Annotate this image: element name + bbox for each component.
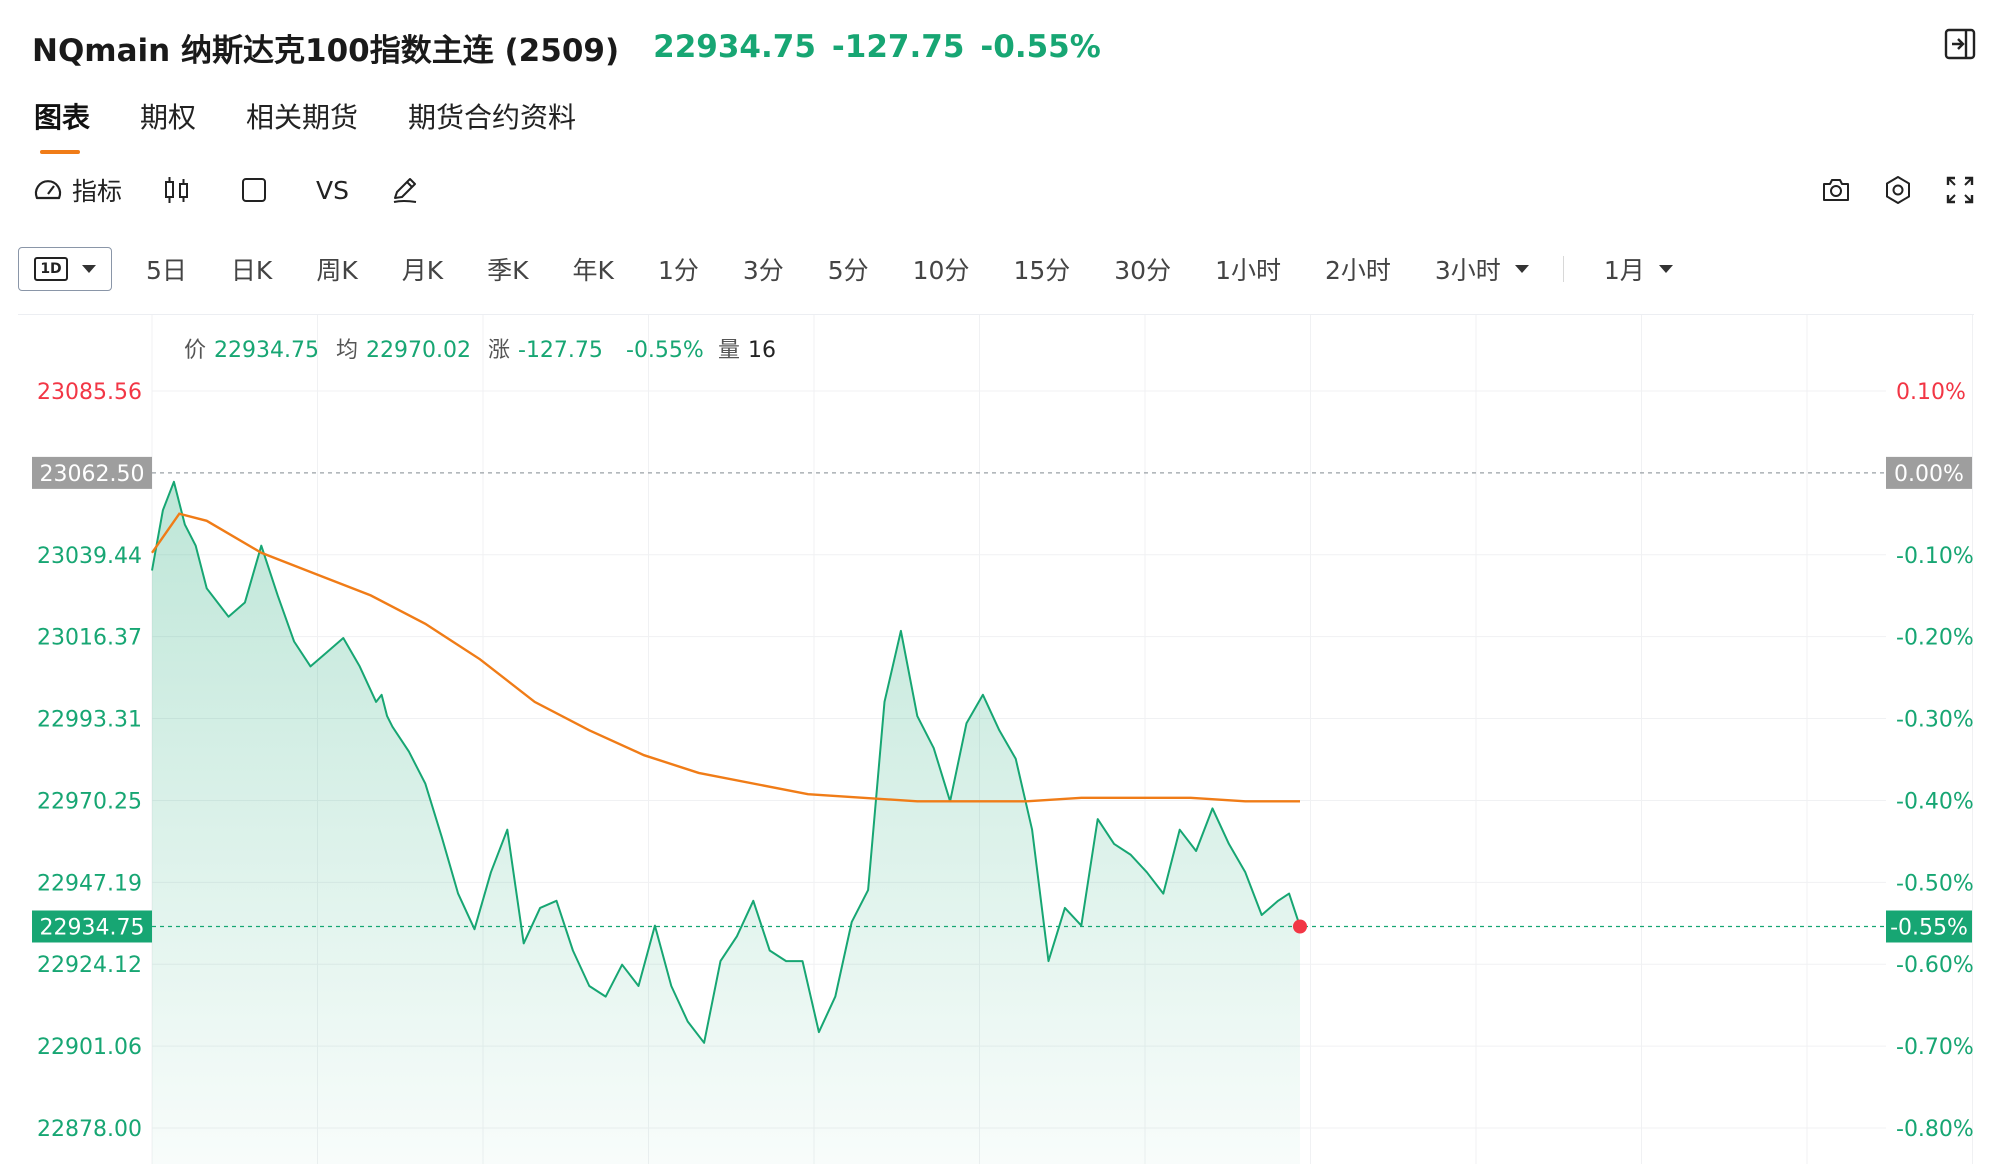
settings-button[interactable] xyxy=(1882,174,1914,206)
last-price-label-left: 22934.75 xyxy=(40,915,145,940)
header: NQmain 纳斯达克100指数主连 (2509) 22934.75 -127.… xyxy=(32,22,1101,72)
interval-3hour-label: 3小时 xyxy=(1434,256,1501,285)
header-change: -127.75 xyxy=(831,29,965,65)
interval-3min[interactable]: 3分 xyxy=(742,256,784,285)
draw-button[interactable] xyxy=(389,174,429,206)
indicator-label: 指标 xyxy=(72,177,123,206)
info-avg-value: 22970.02 xyxy=(366,338,471,363)
interval-week[interactable]: 周K xyxy=(316,256,358,285)
chart-area[interactable]: 23085.56 0.10% 23039.44 -0.10% 23016.37 -0.20… xyxy=(0,315,2004,1164)
y-tick-label-left: 22924.12 xyxy=(37,953,142,978)
interval-30min[interactable]: 30分 xyxy=(1114,256,1172,285)
interval-day[interactable]: 日K xyxy=(230,256,273,285)
gauge-icon xyxy=(34,180,62,200)
y-tick-label-left: 22970.25 xyxy=(37,789,142,814)
y-tick-label-right: -0.80% xyxy=(1896,1117,1974,1142)
y-tick-label-right: 0.10% xyxy=(1896,380,1966,405)
square-icon xyxy=(242,178,267,202)
interval-15min[interactable]: 15分 xyxy=(1013,256,1071,285)
chart-type-button[interactable] xyxy=(162,174,200,206)
y-tick-label-right: -0.20% xyxy=(1896,626,1974,651)
tab-contract-info[interactable]: 期货合约资料 xyxy=(408,101,577,134)
info-volume-value: 16 xyxy=(748,338,776,363)
instrument-title: NQmain 纳斯达克100指数主连 (2509) xyxy=(32,32,620,69)
y-tick-label-left: 22901.06 xyxy=(37,1035,142,1060)
chart-tools-right xyxy=(1790,168,1976,212)
y-tick-label-left: 22993.31 xyxy=(37,708,142,733)
tab-bar: 图表 期权 相关期货 期货合约资料 xyxy=(34,96,626,154)
info-price-value: 22934.75 xyxy=(214,338,319,363)
period-selected: 1D xyxy=(34,257,68,281)
compare-button[interactable]: VS xyxy=(316,175,349,205)
last-price-label-right: -0.55% xyxy=(1890,915,1968,940)
last-price-dot xyxy=(1293,919,1307,934)
pen-icon xyxy=(393,178,417,203)
y-tick-label-right: -0.50% xyxy=(1896,871,1974,896)
y-tick-label-left: 23016.37 xyxy=(37,626,142,651)
reference-price-label-left: 23062.50 xyxy=(40,462,145,487)
info-avg-label: 均 xyxy=(336,338,358,363)
chevron-down-icon xyxy=(1514,265,1529,273)
screenshot-button[interactable] xyxy=(1820,174,1852,206)
tab-chart[interactable]: 图表 xyxy=(34,96,90,154)
interval-1hour[interactable]: 1小时 xyxy=(1215,256,1281,285)
info-change-label: 涨 xyxy=(488,338,510,363)
last-price-badge-left xyxy=(32,910,152,943)
price-area xyxy=(152,481,1300,1164)
info-bar: 价 22934.75 均 22970.02 涨 -127.75 -0.55% 量… xyxy=(184,338,776,363)
interval-5d[interactable]: 5日 xyxy=(146,256,187,285)
interval-5min[interactable]: 5分 xyxy=(827,256,869,285)
interval-1min[interactable]: 1分 xyxy=(657,256,699,285)
layout-button[interactable] xyxy=(240,176,276,204)
period-select[interactable]: 1D xyxy=(18,247,112,291)
month-select[interactable]: 1月 xyxy=(1604,251,1673,287)
chart-toolbar: 指标 VS xyxy=(32,168,469,212)
reference-price-badge-right xyxy=(1886,456,1972,489)
header-price: 22934.75 xyxy=(653,29,816,65)
settings-icon xyxy=(1886,176,1910,204)
interval-quarter[interactable]: 季K xyxy=(487,256,529,285)
tab-options[interactable]: 期权 xyxy=(140,101,197,134)
info-volume-label: 量 xyxy=(718,338,740,363)
tab-related-futures[interactable]: 相关期货 xyxy=(246,101,359,134)
y-tick-label-right: -0.60% xyxy=(1896,953,1974,978)
divider xyxy=(1562,256,1564,282)
month-select-label: 1月 xyxy=(1603,256,1645,285)
y-tick-label-right: -0.10% xyxy=(1896,544,1974,569)
y-tick-label-left: 23085.56 xyxy=(37,380,142,405)
exit-panel-icon[interactable] xyxy=(1942,26,1978,62)
chevron-down-icon xyxy=(81,265,96,273)
fullscreen-button[interactable] xyxy=(1944,174,1976,206)
interval-year[interactable]: 年K xyxy=(572,256,614,285)
divider xyxy=(18,314,1974,315)
camera-icon xyxy=(1823,179,1849,201)
info-change-value: -127.75 xyxy=(518,338,603,363)
y-tick-label-left: 22878.00 xyxy=(37,1117,142,1142)
reference-price-badge-left xyxy=(32,456,152,489)
interval-2hour[interactable]: 2小时 xyxy=(1325,256,1391,285)
y-tick-label-left: 23039.44 xyxy=(37,544,142,569)
y-tick-label-right: -0.70% xyxy=(1896,1035,1974,1060)
interval-10min[interactable]: 10分 xyxy=(912,256,970,285)
indicator-button[interactable]: 指标 xyxy=(32,172,122,208)
info-change-pct: -0.55% xyxy=(626,338,704,363)
interval-month[interactable]: 月K xyxy=(401,256,444,285)
chevron-down-icon xyxy=(1658,265,1673,273)
info-price-label: 价 xyxy=(184,338,206,363)
candlestick-icon xyxy=(165,177,189,203)
intraday-chart[interactable]: 23085.56 0.10% 23039.44 -0.10% 23016.37 -0.20… xyxy=(0,315,2004,1164)
y-tick-label-right: -0.40% xyxy=(1896,789,1974,814)
fullscreen-icon xyxy=(1946,176,1974,204)
y-tick-label-right: -0.30% xyxy=(1896,708,1974,733)
interval-bar: 1D 5日 日K 周K 月K 季K 年K 1分 3分 5分 10分 15分 30… xyxy=(18,246,1717,292)
header-change-pct: -0.55% xyxy=(980,29,1101,65)
y-tick-label-left: 22947.19 xyxy=(37,871,142,896)
reference-price-label-right: 0.00% xyxy=(1894,462,1964,487)
price-line xyxy=(151,480,1301,1044)
last-price-badge-right xyxy=(1886,910,1972,943)
average-line xyxy=(151,512,1300,803)
interval-3hour-dropdown[interactable]: 3小时 xyxy=(1435,251,1529,287)
